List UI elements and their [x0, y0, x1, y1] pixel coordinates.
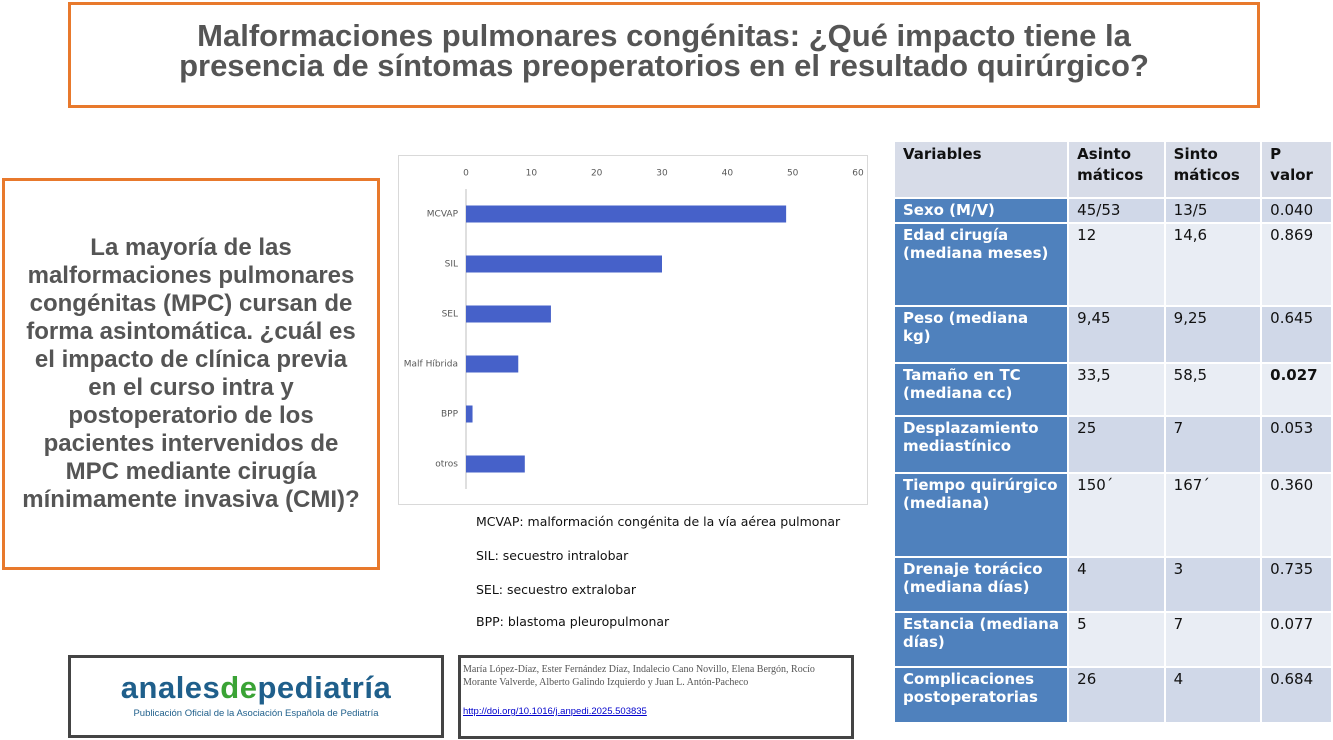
table-cell: Tamaño en TC (mediana cc) — [892, 362, 1070, 417]
table-cell: 45/53 — [1067, 197, 1166, 224]
table-cell: 0.645 — [1260, 305, 1333, 364]
table-cell: 167´ — [1163, 472, 1263, 558]
table-cell: 33,5 — [1067, 362, 1166, 417]
bar — [466, 355, 519, 373]
note: BPP: blastoma pleuropulmonar — [476, 614, 670, 629]
table-cell: 0.684 — [1260, 666, 1333, 724]
chart: 0 10 20 30 40 50 60 MCVAP SIL SEL Malf Híbrida BPP o… — [404, 169, 864, 489]
table-cell: Sinto máticos — [1163, 140, 1263, 199]
x-tick-label: 40 — [722, 169, 734, 179]
bar — [466, 205, 787, 223]
logo-subtitle: Publicación Oficial de la Asociación Esp… — [133, 708, 379, 719]
table-cell: Asinto máticos — [1067, 140, 1166, 199]
logo: analesdepediatría Publicación Oficial de… — [68, 655, 444, 738]
x-tick-label: 30 — [656, 169, 668, 179]
bar — [466, 405, 473, 423]
y-tick-label: MCVAP — [427, 210, 459, 220]
table-cell: 4 — [1163, 666, 1263, 724]
table-cell: 0.040 — [1260, 197, 1333, 224]
table-cell: Variables — [892, 140, 1070, 199]
x-tick-label: 0 — [463, 169, 469, 179]
y-tick-label: SEL — [442, 310, 458, 320]
logo-part: de — [220, 670, 258, 705]
note: SEL: secuestro extralobar — [476, 582, 636, 597]
table-cell: Tiempo quirúrgico (mediana) — [892, 472, 1070, 558]
table-cell: 0.360 — [1260, 472, 1333, 558]
table-cell: Estancia (mediana días) — [892, 611, 1070, 668]
table-cell: 0.027 — [1260, 362, 1333, 417]
table-cell: 58,5 — [1163, 362, 1263, 417]
table-cell: 13/5 — [1163, 197, 1263, 224]
citation: María López-Díaz, Ester Fernández Díaz, … — [458, 655, 854, 739]
table-row: Variables Asinto máticos Sinto máticos P va… — [892, 140, 1333, 199]
table-row: Tamaño en TC (mediana cc) 33,5 58,5 0.027 — [892, 362, 1333, 417]
x-tick-label: 50 — [787, 169, 799, 179]
summary: La mayoría de las malformaciones pulmona… — [2, 178, 380, 570]
note: MCVAP: malformación congénita de la vía … — [476, 514, 841, 529]
table-cell: 7 — [1163, 415, 1263, 474]
y-tick-label: SIL — [445, 260, 458, 270]
x-tick-label: 20 — [591, 169, 603, 179]
table-row: Estancia (mediana días) 5 7 0.077 — [892, 611, 1333, 668]
table-cell: 26 — [1067, 666, 1166, 724]
y-tick-label: otros — [435, 460, 458, 470]
table-cell: 7 — [1163, 611, 1263, 668]
results-table: Variables Asinto máticos Sinto máticos P va… — [892, 140, 1333, 724]
logo-part: pediatría — [257, 670, 392, 705]
table-cell: 0.053 — [1260, 415, 1333, 474]
table-cell: 9,25 — [1163, 305, 1263, 364]
title: Malformaciones pulmonares congénitas: ¿Q… — [68, 2, 1260, 108]
table-cell: Sexo (M/V) — [892, 197, 1070, 224]
note: SIL: secuestro intralobar — [476, 548, 629, 563]
logo-text: analesdepediatría — [71, 670, 441, 706]
table-cell: Complicaciones postoperatorias — [892, 666, 1070, 724]
table-row: Tiempo quirúrgico (mediana) 150´ 167´ 0.360 — [892, 472, 1333, 558]
authors: María López-Díaz, Ester Fernández Díaz, … — [463, 664, 815, 688]
table-cell: Desplazamiento mediastínico — [892, 415, 1070, 474]
y-tick-label: Malf Híbrida — [404, 360, 458, 370]
table-cell: 0.869 — [1260, 222, 1333, 307]
x-tick-label: 10 — [526, 169, 538, 179]
table-cell: 9,45 — [1067, 305, 1166, 364]
table-cell: 5 — [1067, 611, 1166, 668]
bar — [466, 255, 662, 273]
chart-box: 0 10 20 30 40 50 60 MCVAP SIL SEL Malf Híbrida BPP o… — [398, 155, 868, 505]
table-cell: 0.077 — [1260, 611, 1333, 668]
table-cell: 25 — [1067, 415, 1166, 474]
table-row: Drenaje torácico (mediana días) 4 3 0.735 — [892, 556, 1333, 613]
table-cell: 12 — [1067, 222, 1166, 307]
table-cell: 150´ — [1067, 472, 1166, 558]
table-cell: 14,6 — [1163, 222, 1263, 307]
table-cell: 3 — [1163, 556, 1263, 613]
y-tick-label: BPP — [441, 410, 459, 420]
table-row: Edad cirugía (mediana meses) 12 14,6 0.869 — [892, 222, 1333, 307]
table-cell: 4 — [1067, 556, 1166, 613]
table-row: Desplazamiento mediastínico 25 7 0.053 — [892, 415, 1333, 474]
table-cell: Peso (mediana kg) — [892, 305, 1070, 364]
x-tick-label: 60 — [852, 169, 864, 179]
bar — [466, 305, 551, 323]
table-cell: Drenaje torácico (mediana días) — [892, 556, 1070, 613]
doi-link[interactable]: http://doi.org/10.1016/j.anpedi.2025.503… — [463, 706, 647, 717]
table-cell: Edad cirugía (mediana meses) — [892, 222, 1070, 307]
bar — [466, 455, 525, 473]
logo-part: anales — [120, 670, 221, 705]
table-cell: P valor — [1260, 140, 1333, 199]
table-row: Sexo (M/V) 45/53 13/5 0.040 — [892, 197, 1333, 224]
table-row: Peso (mediana kg) 9,45 9,25 0.645 — [892, 305, 1333, 364]
table-cell: 0.735 — [1260, 556, 1333, 613]
table-row: Complicaciones postoperatorias 26 4 0.684 — [892, 666, 1333, 724]
